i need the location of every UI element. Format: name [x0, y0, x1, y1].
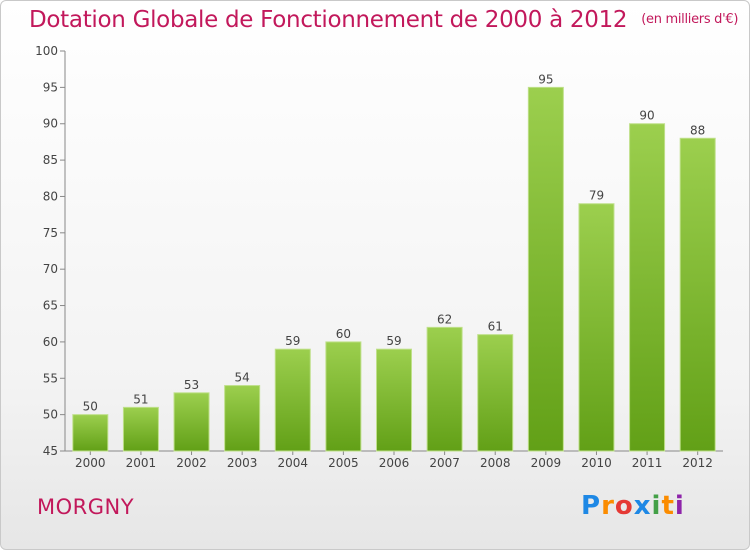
x-axis: 2000 2001 2002 2003 2004 2005 2006 2007 2008 2009… [65, 450, 723, 470]
bar-2005 [325, 341, 362, 452]
data-labels: 50 51 53 54 59 60 59 62 61 95 79 90 88 [83, 72, 706, 413]
bar-2006 [376, 348, 412, 452]
x-tick-label: 2012 [682, 456, 713, 470]
y-tick-label: 95 [43, 80, 58, 94]
y-tick-label: 90 [43, 117, 58, 131]
y-tick-label: 70 [43, 262, 58, 276]
logo-letter: r [601, 491, 615, 521]
x-tick-label: 2002 [176, 456, 207, 470]
x-tick-label: 2009 [531, 456, 562, 470]
y-axis: 45 50 55 60 65 70 75 80 85 90 95 100 [35, 44, 66, 458]
bar-2010 [578, 203, 615, 452]
bar-2007 [426, 326, 463, 452]
city-name: MORGNY [37, 495, 135, 519]
data-label-2000: 50 [83, 400, 98, 414]
bar-2001 [122, 406, 159, 452]
bar-2009 [527, 86, 564, 452]
bar-2011 [629, 123, 666, 452]
logo-letter: i [674, 491, 685, 521]
data-label-2008: 61 [488, 320, 503, 334]
data-label-2001: 51 [133, 392, 148, 406]
y-tick-label: 100 [35, 44, 58, 58]
bar-2012 [679, 137, 716, 452]
logo-letter: t [661, 491, 675, 521]
data-label-2002: 53 [184, 378, 199, 392]
data-label-2011: 90 [639, 109, 654, 123]
data-label-2005: 60 [336, 327, 351, 341]
x-tick-label: 2010 [581, 456, 612, 470]
x-tick-label: 2007 [429, 456, 460, 470]
data-label-2009: 95 [538, 72, 553, 86]
y-tick-label: 55 [43, 371, 58, 385]
bar-2000 [72, 414, 109, 452]
data-label-2012: 88 [690, 123, 705, 137]
data-label-2003: 54 [235, 371, 250, 385]
logo-letter: P [581, 491, 602, 521]
bar-2004 [274, 348, 311, 452]
logo-letter: o [614, 491, 634, 521]
chart-title-block: Dotation Globale de Fonctionnement de 20… [29, 7, 738, 33]
data-label-2004: 59 [285, 334, 300, 348]
x-tick-label: 2008 [480, 456, 511, 470]
y-tick-label: 80 [43, 189, 58, 203]
bars [72, 86, 716, 452]
x-tick-label: 2006 [379, 456, 410, 470]
data-label-2010: 79 [589, 189, 604, 203]
x-tick-label: 2003 [227, 456, 258, 470]
x-tick-label: 2000 [75, 456, 106, 470]
x-tick-label: 2005 [328, 456, 359, 470]
data-label-2007: 62 [437, 312, 452, 326]
y-tick-label: 45 [43, 444, 58, 458]
data-label-2006: 59 [386, 334, 401, 348]
proxiti-logo[interactable]: Proxiti [581, 491, 685, 521]
chart-subtitle: (en milliers d'€) [641, 12, 739, 27]
logo-letter: i [651, 491, 662, 521]
y-tick-label: 50 [43, 408, 58, 422]
bar-2003 [224, 385, 261, 452]
bar-2002 [173, 392, 210, 452]
x-tick-label: 2001 [126, 456, 157, 470]
logo-letter: x [633, 491, 652, 521]
bar-2008 [477, 334, 514, 452]
x-tick-label: 2004 [277, 456, 308, 470]
y-tick-label: 60 [43, 335, 58, 349]
chart-title: Dotation Globale de Fonctionnement de 20… [29, 7, 628, 33]
y-tick-label: 85 [43, 153, 58, 167]
x-tick-label: 2011 [632, 456, 663, 470]
y-tick-label: 75 [43, 226, 58, 240]
y-tick-label: 65 [43, 299, 58, 313]
